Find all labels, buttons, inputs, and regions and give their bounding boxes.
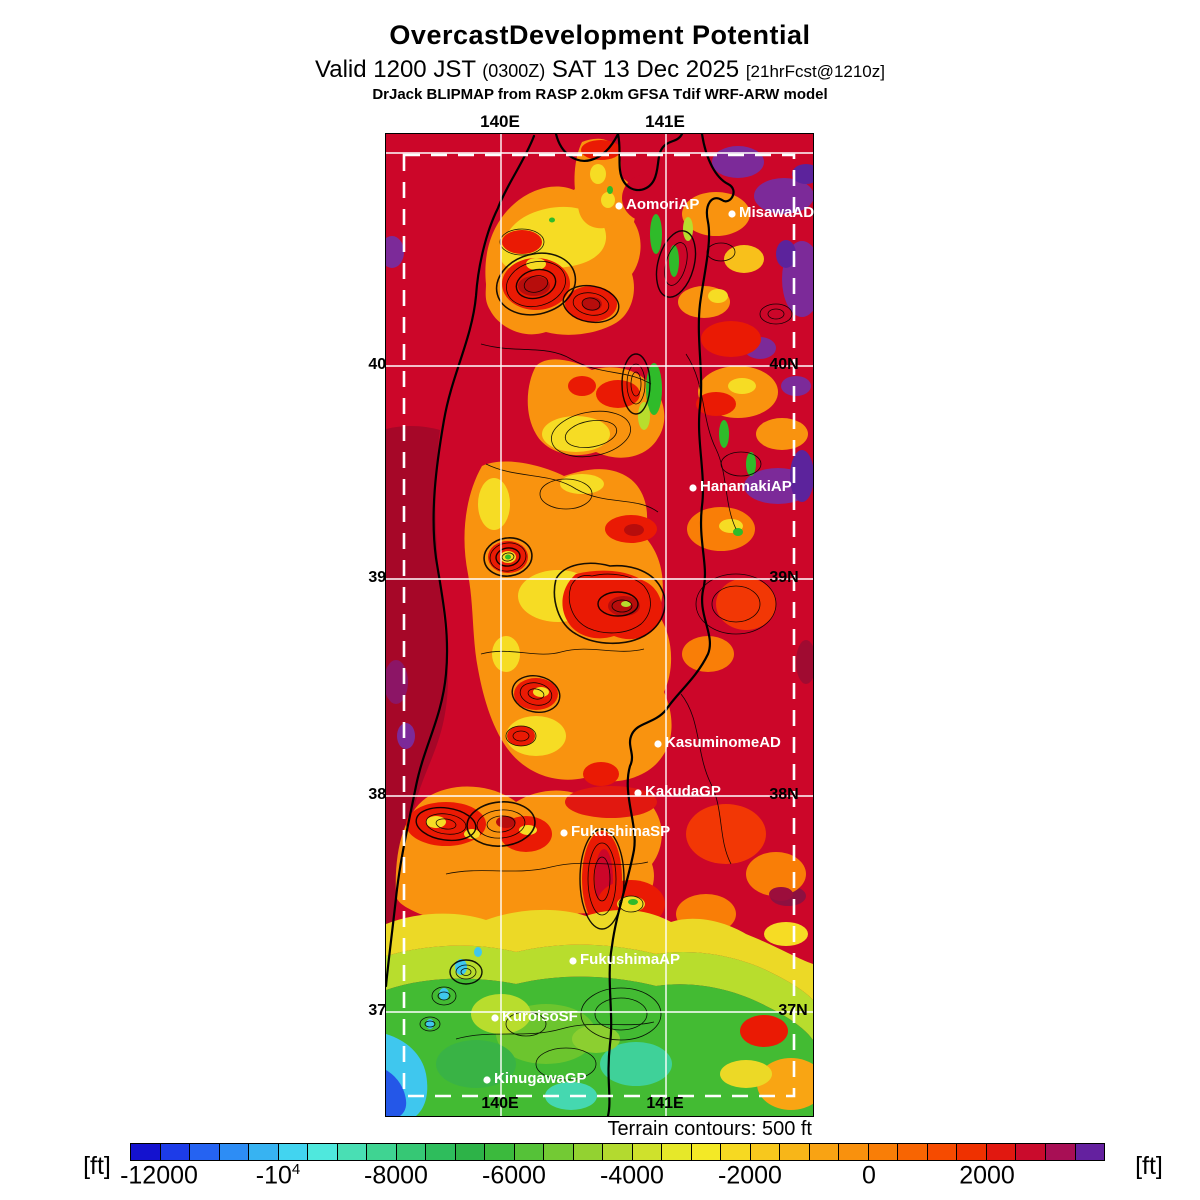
- valid-prefix: Valid 1200 JST: [315, 56, 476, 83]
- lat-label-37n-right: 37N: [778, 1002, 808, 1019]
- colorbar-segment: [454, 1144, 485, 1160]
- colorbar-segment: [1044, 1144, 1075, 1160]
- colorbar-segment: [1074, 1144, 1105, 1160]
- colorbar-segment: [779, 1144, 809, 1160]
- colorbar-tick: -104: [255, 1161, 301, 1190]
- colorbar-tick: -6000: [482, 1161, 546, 1190]
- colorbar-segment: [1015, 1144, 1045, 1160]
- colorbar-segment: [218, 1144, 249, 1160]
- station-label-fukushima-sp: FukushimaSP: [571, 823, 671, 840]
- colorbar-segment: [513, 1144, 544, 1160]
- valid-time-line: Valid 1200 JST (0300Z) SAT 13 Dec 2025 […: [0, 56, 1200, 84]
- station-label-fukushima-ap: FukushimaAP: [580, 951, 681, 968]
- colorbar-tick: 2000: [959, 1161, 1015, 1190]
- lon-label-141e-top: 141E: [645, 112, 685, 131]
- station-label-kakuda-gp: KakudaGP: [645, 783, 721, 800]
- colorbar-segment: [808, 1144, 839, 1160]
- colorbar-segment: [307, 1144, 337, 1160]
- colorbar-tick: 0: [862, 1161, 876, 1190]
- lat-label-38n-right: 38N: [769, 786, 799, 803]
- colorbar-segment: [631, 1144, 662, 1160]
- station-label-misawa-ad: MisawaAD: [739, 204, 815, 221]
- colorbar-segment: [366, 1144, 396, 1160]
- page-title: OvercastDevelopment Potential: [389, 20, 811, 50]
- colorbar-segment: [602, 1144, 632, 1160]
- colorbar-segment: [484, 1144, 514, 1160]
- colorbar-unit-left: [ft]: [83, 1152, 111, 1180]
- colorbar-segment: [159, 1144, 190, 1160]
- colorbar-segment: [189, 1144, 219, 1160]
- colorbar-segment: [661, 1144, 691, 1160]
- colorbar-segment: [336, 1144, 367, 1160]
- colorbar-segment: [749, 1144, 780, 1160]
- station-label-aomori-ap: AomoriAP: [626, 196, 700, 213]
- colorbar-segment: [897, 1144, 927, 1160]
- lat-label-39n-right: 39N: [769, 569, 799, 586]
- lon-label-140e-top: 140E: [480, 112, 520, 131]
- terrain-contours-note: Terrain contours: 500 ft: [607, 1118, 812, 1140]
- colorbar-tick: -8000: [364, 1161, 428, 1190]
- colorbar-segment: [543, 1144, 573, 1160]
- colorbar-segment: [956, 1144, 986, 1160]
- colorbar-segment: [131, 1144, 160, 1160]
- station-label-hanamaki-ap: HanamakiAP: [700, 478, 792, 495]
- colorbar-segments: [130, 1143, 1105, 1161]
- colorbar-tick: -4000: [600, 1161, 664, 1190]
- colorbar-segment: [248, 1144, 278, 1160]
- colorbar-segment: [985, 1144, 1016, 1160]
- station-label-kinugawa-gp: KinugawaGP: [494, 1070, 587, 1087]
- valid-zulu: (0300Z): [482, 61, 546, 81]
- colorbar-tick: -2000: [718, 1161, 782, 1190]
- colorbar-segment: [690, 1144, 721, 1160]
- colorbar-segment: [572, 1144, 603, 1160]
- colorbar-segment: [926, 1144, 957, 1160]
- colorbar-segment: [277, 1144, 308, 1160]
- colorbar-ticks: -12000 -104 -8000 -6000 -4000 -2000 0 20…: [120, 1161, 1105, 1195]
- colorbar-segment: [395, 1144, 426, 1160]
- lon-label-140e-bottom: 140E: [481, 1095, 519, 1112]
- colorbar-unit-right: [ft]: [1135, 1152, 1163, 1180]
- valid-date: SAT 13 Dec 2025: [551, 56, 740, 83]
- colorbar-tick: -12000: [120, 1161, 198, 1190]
- colorbar-segment: [425, 1144, 455, 1160]
- colorbar-segment: [720, 1144, 750, 1160]
- colorbar-segment: [867, 1144, 898, 1160]
- lon-label-141e-bottom: 141E: [646, 1095, 684, 1112]
- lat-label-40n-right: 40N: [769, 356, 799, 373]
- model-line: DrJack BLIPMAP from RASP 2.0km GFSA Tdif…: [372, 86, 828, 103]
- station-label-kuroiso-sf: KuroisoSF: [502, 1008, 578, 1025]
- forecast-tag: [21hrFcst@1210z]: [745, 62, 885, 81]
- forecast-map: [385, 133, 814, 1117]
- colorbar-segment: [838, 1144, 868, 1160]
- map-field-art: [386, 134, 813, 1116]
- station-label-kasuminome-ad: KasuminomeAD: [665, 734, 781, 751]
